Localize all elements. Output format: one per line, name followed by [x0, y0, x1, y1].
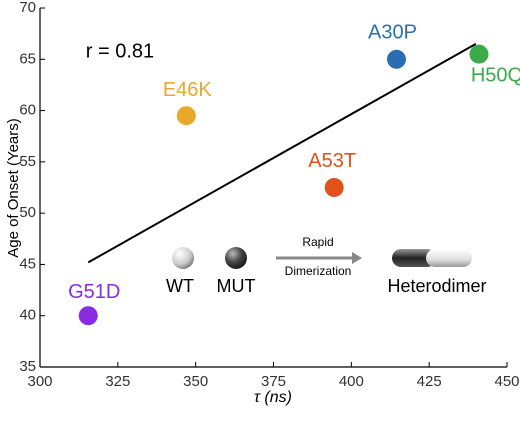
point-label: A53T: [308, 150, 356, 172]
x-tick-label: 350: [183, 373, 208, 390]
x-tick-label: 300: [27, 373, 52, 390]
arrow-label: Dimerization: [285, 264, 352, 278]
point: [78, 306, 98, 326]
x-axis-label: τ (ns): [254, 389, 292, 406]
x-tick-label: 325: [105, 373, 130, 390]
y-axis-label: Age of Onset (Years): [5, 118, 22, 258]
point-label: E46K: [163, 79, 213, 101]
point-label: G51D: [68, 281, 120, 303]
point: [324, 178, 344, 197]
product-label: Heterodimer: [387, 276, 486, 296]
point: [469, 44, 489, 64]
y-tick-label: 40: [19, 307, 36, 324]
mut-sphere: [225, 247, 247, 269]
x-tick-label: 400: [339, 373, 364, 390]
y-tick-label: 45: [19, 255, 36, 272]
fit-line: [87, 43, 477, 264]
capsule-dark: [392, 249, 436, 267]
point: [176, 106, 196, 126]
annotation: r = 0.81: [86, 40, 154, 62]
wt-label: WT: [166, 276, 194, 296]
capsule-light: [426, 249, 472, 267]
arrow-label: Rapid: [302, 235, 333, 249]
illustration: WT MUT Rapid Dimerization Heterodimer: [166, 235, 487, 296]
wt-sphere: [172, 247, 194, 269]
y-tick-label: 55: [19, 153, 36, 170]
mut-label: MUT: [217, 276, 256, 296]
y-tick-label: 50: [19, 204, 36, 221]
point-label: H50Q: [471, 64, 520, 86]
point: [386, 49, 406, 69]
x-tick-label: 425: [417, 373, 442, 390]
y-tick-label: 70: [19, 0, 36, 16]
x-tick-label: 375: [261, 373, 286, 390]
y-tick-label: 65: [19, 50, 36, 67]
point-label: A30P: [368, 22, 417, 44]
arrow-head: [352, 252, 362, 264]
x-tick-label: 450: [494, 373, 519, 390]
y-tick-label: 60: [19, 102, 36, 119]
y-tick-label: 35: [19, 358, 36, 375]
